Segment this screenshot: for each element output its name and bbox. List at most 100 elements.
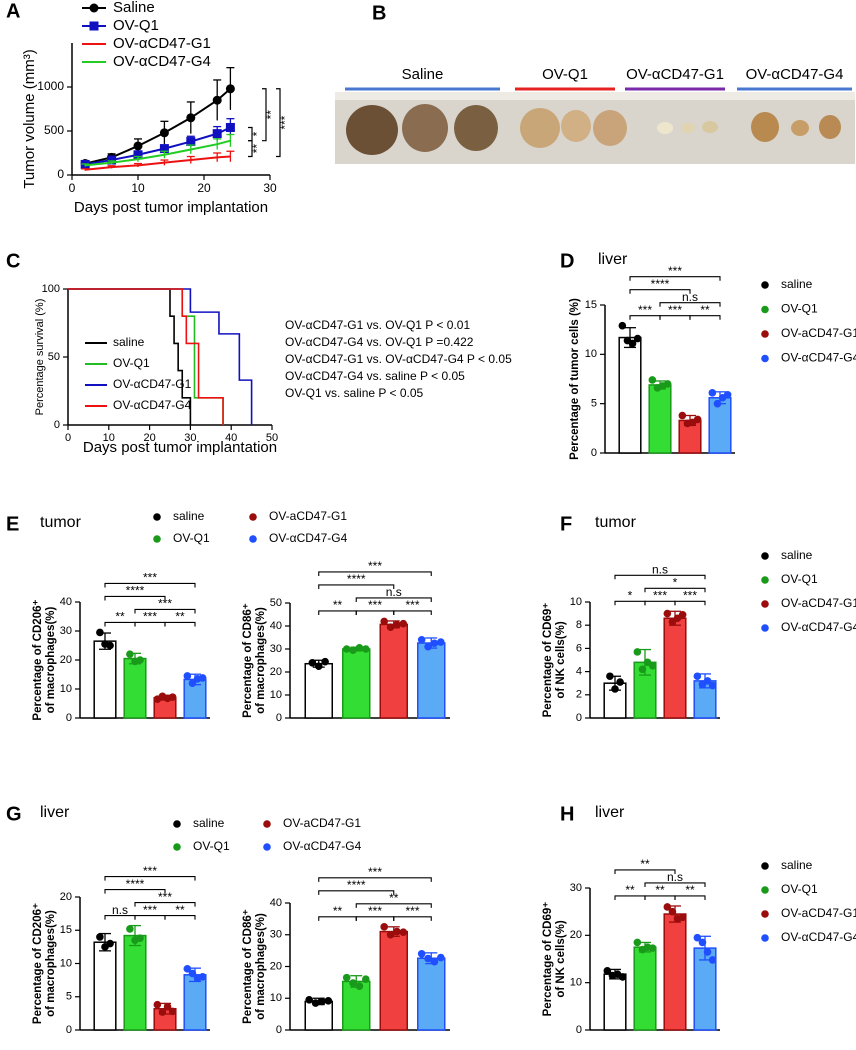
significance-bracket <box>276 88 281 158</box>
data-point <box>342 973 351 982</box>
marker <box>89 21 99 31</box>
data-point <box>663 609 672 618</box>
y-tick-label: 50 <box>270 597 282 609</box>
significance-label: n.s <box>652 562 668 576</box>
significance-bracket <box>614 869 676 874</box>
marker <box>225 84 235 94</box>
significance-label: *** <box>668 303 682 317</box>
y-tick-label: 40 <box>270 897 282 909</box>
marker <box>159 128 169 138</box>
tumor-photo <box>346 105 398 155</box>
data-point <box>693 415 702 424</box>
y-tick-label: 15 <box>60 924 72 936</box>
significance-label: *** <box>668 264 682 278</box>
y-axis-label: of macrophages(%) <box>45 606 57 713</box>
significance-label: **** <box>126 877 145 891</box>
data-point <box>430 957 439 966</box>
data-point <box>311 999 320 1007</box>
y-tick-label: 40 <box>60 596 72 608</box>
y-tick-label: 30 <box>60 625 72 637</box>
tumor-photo <box>657 122 673 134</box>
data-point <box>633 938 642 947</box>
y-axis-label: Percentage of tumor cells (%) <box>569 298 581 460</box>
x-tick-label: 40 <box>225 432 237 444</box>
significance-label: *** <box>143 864 157 878</box>
data-point <box>611 685 619 693</box>
data-point <box>633 334 642 343</box>
bar <box>663 617 687 719</box>
significance-label: * <box>673 575 678 589</box>
legend-label: OV-αCD47-G4 <box>113 398 192 412</box>
significance-bracket <box>318 571 432 576</box>
data-point <box>380 617 388 626</box>
legend-marker <box>761 934 769 942</box>
y-axis-label: Tumor volume (mm³) <box>21 49 38 188</box>
data-point <box>188 969 197 978</box>
data-point <box>96 933 104 941</box>
data-point <box>417 636 426 644</box>
data-point <box>393 621 401 629</box>
significance-bracket <box>248 140 253 158</box>
y-axis-label: of macrophages(%) <box>45 910 57 1017</box>
photo-panel <box>335 92 855 164</box>
legend-marker <box>761 305 769 314</box>
legend-marker <box>761 576 769 584</box>
legend-label: OV-aCD47-G1 <box>781 906 856 920</box>
legend-label: OV-Q1 <box>113 17 159 34</box>
legend-label: OV-aCD47-G1 <box>269 509 347 523</box>
bar <box>663 913 687 1031</box>
significance-label: **** <box>347 878 366 892</box>
bar <box>417 642 446 719</box>
data-point <box>708 956 717 964</box>
significance-label: ** <box>625 883 635 897</box>
y-axis-label: Percentage of CD86⁺ <box>242 909 254 1024</box>
data-point <box>106 939 114 948</box>
legend-label: OV-aCD47-G1 <box>781 326 856 340</box>
legend-marker <box>761 600 769 608</box>
y-tick-label: 50 <box>48 351 60 363</box>
panel-letter: E <box>6 513 19 535</box>
survival-curve <box>68 288 192 425</box>
significance-bracket <box>104 582 196 588</box>
data-point <box>153 1000 162 1009</box>
panel-letter: H <box>560 803 574 825</box>
data-point <box>417 950 426 958</box>
data-point <box>633 648 642 656</box>
legend-label: OV-αCD47-G4 <box>781 351 856 365</box>
tumor-photo <box>593 110 627 146</box>
legend-label: OV-αCD47-G4 <box>113 53 211 70</box>
significance-label: *** <box>368 904 382 918</box>
legend-label: OV-Q1 <box>781 302 818 316</box>
y-tick-label: 10 <box>570 977 582 989</box>
data-point <box>386 930 395 939</box>
survival-curve <box>68 288 253 425</box>
bar <box>603 973 627 1031</box>
y-tick-label: 5 <box>66 991 72 1003</box>
data-point <box>393 927 401 936</box>
y-tick-label: 20 <box>270 960 282 972</box>
y-tick-label: 0 <box>66 712 72 724</box>
legend-label: OV-αCD47-G1 <box>113 377 192 391</box>
marker <box>89 3 99 13</box>
marker <box>133 150 143 160</box>
data-point <box>603 967 612 975</box>
legend-marker <box>761 354 769 363</box>
significance-bracket <box>262 88 267 142</box>
photo-edge <box>335 92 855 100</box>
y-tick-label: 8 <box>576 619 582 631</box>
panel-letter: D <box>560 250 574 272</box>
legend-marker <box>153 535 161 543</box>
data-point <box>648 944 657 952</box>
data-point <box>126 925 134 933</box>
significance-label: *** <box>638 303 652 317</box>
y-tick-label: 0 <box>576 1024 582 1036</box>
significance-label: *** <box>278 115 292 129</box>
y-tick-label: 10 <box>270 689 282 701</box>
significance-bracket <box>164 621 196 627</box>
group-label: OV-αCD47-G4 <box>746 66 844 83</box>
panel-title: liver <box>40 804 70 821</box>
data-point <box>399 619 408 628</box>
data-point <box>163 1002 172 1011</box>
data-point <box>713 399 722 408</box>
data-point <box>708 389 717 397</box>
